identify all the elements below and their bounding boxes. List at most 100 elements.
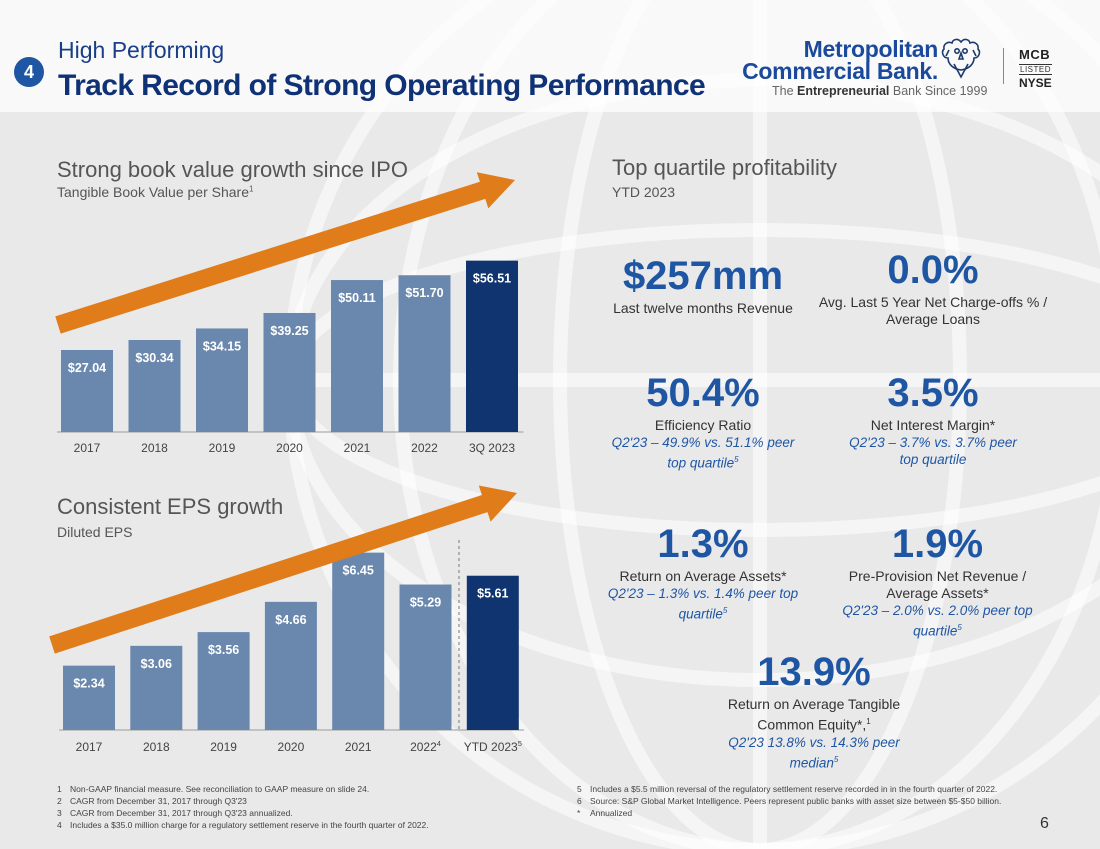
footnote: 4 Includes a $35.0 million charge for a r… bbox=[57, 820, 429, 830]
bar bbox=[398, 275, 451, 432]
bar-value-label: $39.25 bbox=[270, 324, 308, 338]
kpi-value: 13.9% bbox=[757, 650, 871, 694]
x-tick-label: 2021 bbox=[344, 441, 371, 455]
x-tick-label: 2017 bbox=[76, 740, 103, 754]
chart-book-value: $27.04 2017 $30.34 2018 $34.15 2019 $39.25 2020… bbox=[55, 172, 524, 455]
x-tick-label: 20224 bbox=[410, 739, 441, 754]
x-tick-label: 2017 bbox=[74, 441, 101, 455]
bar bbox=[197, 632, 250, 730]
page-title: Track Record of Strong Operating Perform… bbox=[58, 69, 706, 102]
exchange-name: NYSE bbox=[1019, 76, 1052, 90]
bar-value-label: $5.29 bbox=[410, 596, 441, 610]
kpi-value: 3.5% bbox=[887, 371, 979, 415]
footnote: 1 Non-GAAP financial measure. See reconci… bbox=[57, 784, 370, 794]
kpi-value: 0.0% bbox=[887, 248, 979, 292]
profitability-subtitle: YTD 2023 bbox=[612, 184, 676, 200]
bar bbox=[264, 601, 317, 730]
kpi-value: 1.9% bbox=[891, 522, 984, 566]
logo-line1: Metropolitan bbox=[803, 36, 939, 62]
kpi-label: Pre-Provision Net Revenue / Average Asse… bbox=[848, 568, 1027, 601]
x-tick-label: 2022 bbox=[411, 441, 438, 455]
kpi-net-interest-margin: 3.5% Net Interest Margin* Q2'23 – 3.7% v… bbox=[838, 373, 1028, 468]
kpi-label: Efficiency Ratio bbox=[654, 417, 752, 433]
bar bbox=[128, 340, 181, 432]
eps-title: Consistent EPS growth bbox=[57, 494, 284, 519]
bar-value-label: $30.34 bbox=[135, 351, 173, 365]
kpi-value: $257mm bbox=[622, 254, 784, 298]
kpi-efficiency-ratio: 50.4% Efficiency Ratio Q2'23 – 49.9% vs.… bbox=[603, 373, 803, 472]
x-tick-label: 2019 bbox=[209, 441, 236, 455]
growth-arrow bbox=[49, 485, 517, 654]
kpi-label: Last twelve months Revenue bbox=[613, 300, 793, 316]
kpi-note: Q2'23 – 2.0% vs. 2.0% peer top quartile5 bbox=[842, 603, 1033, 639]
bar bbox=[130, 645, 183, 730]
eps-subtitle: Diluted EPS bbox=[57, 524, 133, 540]
bank-logo-wordmark: Metropolitan Commercial Bank. bbox=[742, 36, 939, 84]
book-value-title: Strong book value growth since IPO bbox=[57, 157, 408, 182]
footnotes-right: 5 Includes a $5.5 million reversal of the… bbox=[577, 783, 1001, 819]
footnotes-left: 1 Non-GAAP financial measure. See reconci… bbox=[57, 783, 429, 831]
x-tick-label: 2021 bbox=[345, 740, 372, 754]
bar bbox=[61, 350, 113, 432]
x-tick-label: YTD 20235 bbox=[464, 739, 522, 754]
kpi-label: Net Interest Margin* bbox=[870, 417, 996, 433]
kpi-label: Return on Average Tangible Common Equity… bbox=[727, 696, 901, 733]
kpi-pre-provision-revenue: 1.9% Pre-Provision Net Revenue / Average… bbox=[835, 524, 1040, 640]
x-tick-label: 2019 bbox=[210, 740, 237, 754]
page-kicker: High Performing bbox=[58, 37, 225, 63]
chart-eps: $2.34 2017 $3.06 2018 $3.56 2019 $4.66 2020 $6.4… bbox=[49, 485, 525, 754]
bar bbox=[466, 260, 518, 432]
bar bbox=[263, 312, 316, 432]
kpi-net-charge-offs: 0.0% Avg. Last 5 Year Net Charge-offs % … bbox=[818, 250, 1048, 328]
footnote: 3 CAGR from December 31, 2017 through Q3'… bbox=[57, 808, 293, 818]
section-number-badge: 4 bbox=[14, 57, 44, 87]
bar-charts: $27.04 2017 $30.34 2018 $34.15 2019 $39.25 2020… bbox=[49, 172, 525, 754]
bar-value-label: $3.56 bbox=[208, 643, 239, 657]
kpi-note: Q2'23 – 3.7% vs. 3.7% peer top quartile bbox=[849, 435, 1017, 467]
x-tick-label: 3Q 2023 bbox=[469, 441, 515, 455]
bar bbox=[63, 665, 115, 730]
profitability-title: Top quartile profitability bbox=[612, 155, 838, 180]
bar-value-label: $2.34 bbox=[73, 677, 104, 691]
bar-value-label: $4.66 bbox=[275, 613, 306, 627]
footnote: * Annualized bbox=[577, 808, 633, 818]
bar-value-label: $6.45 bbox=[343, 564, 374, 578]
header-band bbox=[0, 0, 1100, 112]
footnote: 6 Source: S&P Global Market Intelligence.… bbox=[577, 796, 1002, 806]
growth-arrow bbox=[55, 172, 516, 334]
bar bbox=[196, 328, 248, 432]
x-tick-label: 2020 bbox=[278, 740, 305, 754]
x-tick-label: 2020 bbox=[276, 441, 303, 455]
book-value-subtitle: Tangible Book Value per Share1 bbox=[57, 184, 254, 200]
kpi-return-on-tangible-equity: 13.9% Return on Average Tangible Common … bbox=[703, 652, 925, 771]
bar-value-label: $50.11 bbox=[338, 291, 376, 305]
bar bbox=[466, 575, 519, 730]
kpi-note: Q2'23 – 49.9% vs. 51.1% peer top quartil… bbox=[611, 435, 795, 471]
x-tick-label: 2018 bbox=[143, 740, 170, 754]
kpi-label: Return on Average Assets* bbox=[619, 568, 787, 584]
logo-divider bbox=[1003, 48, 1004, 84]
kpi-note: Q2'23 – 1.3% vs. 1.4% peer top quartile5 bbox=[607, 586, 799, 622]
bar bbox=[332, 552, 385, 730]
kpi-value: 50.4% bbox=[646, 371, 760, 415]
kpi-return-on-assets: 1.3% Return on Average Assets* Q2'23 – 1… bbox=[603, 524, 803, 623]
bar-value-label: $56.51 bbox=[473, 272, 511, 286]
page-number: 6 bbox=[1040, 815, 1049, 832]
bar-value-label: $27.04 bbox=[68, 361, 106, 375]
footnote: 2 CAGR from December 31, 2017 through Q3'… bbox=[57, 796, 247, 806]
bar-value-label: $51.70 bbox=[405, 286, 443, 300]
ticker-symbol: MCB bbox=[1019, 47, 1051, 62]
kpi-note: Q2'23 13.8% vs. 14.3% peer median5 bbox=[728, 734, 900, 771]
logo-tagline: The Entrepreneurial Bank Since 1999 bbox=[772, 84, 988, 98]
listed-label: LISTED bbox=[1019, 64, 1053, 75]
kpi-label: Avg. Last 5 Year Net Charge-offs % / Ave… bbox=[818, 294, 1048, 327]
logo-line2: Commercial Bank. bbox=[742, 58, 938, 84]
bar bbox=[399, 584, 452, 730]
eagle-logo-icon bbox=[941, 38, 981, 79]
bar-value-label: $34.15 bbox=[203, 339, 241, 353]
bar-value-label: $5.61 bbox=[477, 587, 508, 601]
kpi-value: 1.3% bbox=[657, 522, 749, 566]
x-tick-label: 2018 bbox=[141, 441, 168, 455]
bar-value-label: $3.06 bbox=[141, 657, 172, 671]
footnote: 5 Includes a $5.5 million reversal of the… bbox=[577, 784, 998, 794]
